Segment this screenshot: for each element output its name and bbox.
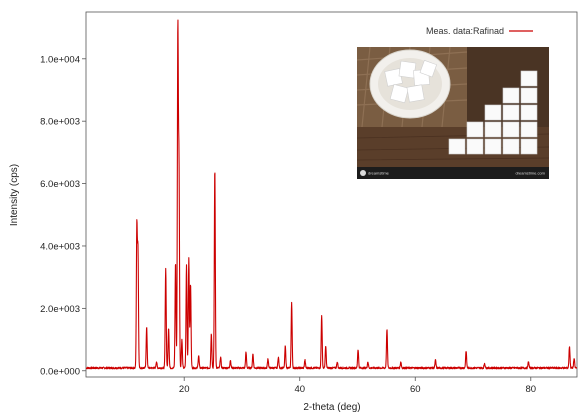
dreamstime-logo-icon <box>360 170 366 176</box>
x-tick-label: 60 <box>410 384 421 395</box>
x-tick-label: 40 <box>294 384 305 395</box>
legend-label: Meas. data:Rafinad <box>426 26 504 36</box>
photo-caption-bar <box>357 167 549 179</box>
y-axis-ticks: 0.0e+000 2.0e+003 4.0e+003 6.0e+003 8.0e+003… <box>40 54 86 377</box>
x-tick-label: 80 <box>525 384 536 395</box>
series-line-rafinad <box>86 19 577 370</box>
y-tick-label: 4.0e+003 <box>40 241 80 252</box>
y-tick-label: 0.0e+000 <box>40 366 80 377</box>
x-tick-label: 20 <box>179 384 190 395</box>
inset-photo: dreamstime dreamstime.com <box>356 46 550 179</box>
y-tick-label: 8.0e+003 <box>40 117 80 128</box>
y-tick-label: 1.0e+004 <box>40 54 80 65</box>
photo-caption-text: dreamstime.com <box>515 171 545 176</box>
photo-brand-text: dreamstime <box>368 171 390 176</box>
x-axis-title: 2-theta (deg) <box>303 402 360 412</box>
y-tick-label: 2.0e+003 <box>40 304 80 315</box>
legend: Meas. data:Rafinad <box>426 26 533 36</box>
y-tick-label: 6.0e+003 <box>40 179 80 190</box>
x-axis-ticks: 20 40 60 80 <box>179 377 536 395</box>
y-axis-title: Intensity (cps) <box>9 164 20 226</box>
